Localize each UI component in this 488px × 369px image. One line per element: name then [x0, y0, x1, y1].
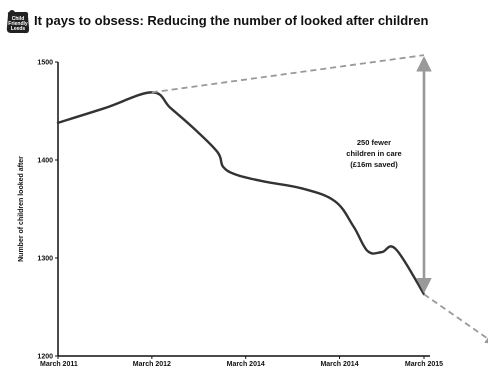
annotations: 250 fewer children in care (£16m saved) — [346, 56, 432, 294]
x-tick-label: March 2012 — [133, 361, 171, 368]
page-title: It pays to obsess: Reducing the number o… — [34, 13, 429, 28]
logo-line: Child — [11, 16, 25, 22]
annotation-text: 250 fewer — [357, 138, 391, 147]
y-tick-label: 1300 — [37, 256, 53, 263]
logo: Child Friendly Leeds — [4, 8, 32, 36]
x-tick-label: March 2014 — [320, 361, 358, 368]
series-line-trend — [423, 293, 488, 345]
series-group — [56, 54, 488, 345]
axes: 1200 1300 1400 1500 March 2011 March 2012 Marc… — [18, 60, 443, 369]
logo-text: Child Friendly Leeds — [4, 17, 32, 32]
y-tick-label: 1400 — [37, 158, 53, 165]
x-tick-label: March 2015 — [405, 361, 443, 368]
x-tick-label: March 2014 — [227, 361, 265, 368]
series-line-projection — [151, 54, 425, 94]
logo-icon — [6, 10, 30, 34]
annotation-text: (£16m saved) — [350, 160, 398, 169]
logo-line: Leeds — [10, 26, 26, 32]
y-axis-label: Number of children looked after — [18, 156, 25, 262]
logo-line: Friendly — [8, 21, 28, 27]
x-tick-label: March 2011 — [40, 361, 78, 368]
annotation-text: children in care — [346, 149, 401, 158]
y-tick-label: 1500 — [37, 60, 53, 67]
y-tick-label: 1200 — [37, 354, 53, 361]
series-line-main — [56, 91, 426, 296]
